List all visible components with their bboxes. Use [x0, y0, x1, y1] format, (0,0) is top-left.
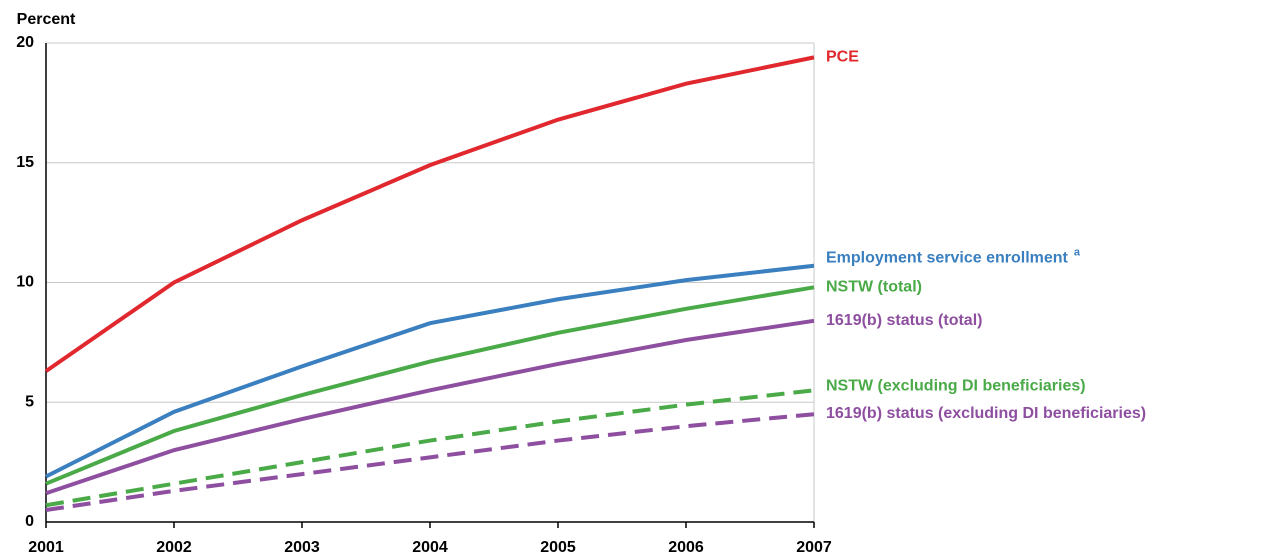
series-label: NSTW (total) [826, 279, 922, 296]
series-label-text: 1619(b) status (total) [826, 312, 982, 329]
series-label-text: Employment service enrollment [826, 250, 1069, 267]
y-axis-title: Percent [17, 11, 76, 28]
series-label: 1619(b) status (total) [826, 312, 982, 329]
series-line [44, 55, 815, 373]
series-label: PCE [826, 49, 859, 66]
x-tick-label: 2002 [156, 539, 192, 556]
series-label: 1619(b) status (excluding DI beneficiari… [826, 405, 1146, 422]
series-line [45, 318, 815, 496]
y-tick-label: 5 [25, 393, 34, 410]
x-tick-label: 2003 [284, 539, 320, 556]
series-line [45, 388, 815, 508]
series-label-text: 1619(b) status (excluding DI beneficiari… [826, 405, 1146, 422]
x-tick-label: 2005 [540, 539, 576, 556]
series-label: Employment service enrollment a [826, 247, 1081, 267]
y-tick-label: 0 [25, 513, 34, 530]
x-tick-label: 2004 [412, 539, 448, 556]
y-tick-label: 15 [16, 154, 34, 171]
series-line [45, 285, 815, 486]
series-label-text: PCE [826, 49, 859, 66]
x-tick-label: 2006 [668, 539, 704, 556]
series-line [45, 263, 815, 479]
series-line [45, 412, 815, 513]
y-tick-label: 20 [16, 34, 34, 51]
series-label: NSTW (excluding DI beneficiaries) [826, 377, 1086, 394]
series-label-note: a [1074, 247, 1081, 259]
x-tick-label: 2007 [796, 539, 832, 556]
x-tick-label: 2001 [28, 539, 64, 556]
series-label-text: NSTW (excluding DI beneficiaries) [826, 377, 1086, 394]
series-label-text: NSTW (total) [826, 279, 922, 296]
y-tick-label: 10 [16, 274, 34, 291]
